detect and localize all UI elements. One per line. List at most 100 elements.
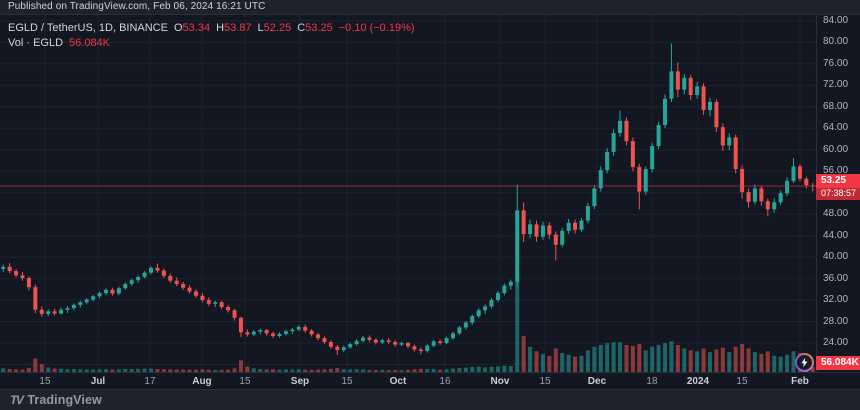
price-tick-label: 32.00 [823,294,849,306]
volume-bar [630,345,635,372]
volume-bar [695,351,700,372]
price-tick-label: 76.00 [823,57,849,69]
candle-body [733,137,738,170]
volume-bar [560,353,565,372]
volume-bar [271,369,276,372]
candle-body [605,151,610,171]
candle-body [84,299,89,303]
candle-body [624,120,629,142]
volume-bar [431,368,436,372]
volume-bar [193,369,198,372]
volume-bar [386,370,391,372]
candle-body [7,266,12,272]
candle-body [663,98,668,126]
volume-bar [425,369,430,372]
volume-bar [20,369,25,372]
time-tick-label: Dec [587,376,607,387]
volume-bar [611,342,616,372]
candle-body [232,310,237,318]
volume-bar [110,369,115,372]
candle-body [161,270,166,276]
volume-bar [303,369,308,372]
candle-body [52,311,57,314]
candle-body [656,125,661,146]
volume-bar [772,355,777,372]
tradingview-logo-icon[interactable]: TV [10,393,24,407]
volume-bar [650,346,655,372]
volume-bar [116,369,121,372]
candle-body [97,293,102,297]
volume-bar [759,353,764,372]
volume-bar [791,351,796,372]
volume-bar [566,354,571,372]
volume-bar [553,348,558,372]
candle-body [425,345,430,352]
symbol-title: EGLD / TetherUS, 1D, BINANCE [8,22,168,34]
candle-body [598,170,603,189]
time-tick-label: Aug [192,376,212,387]
volume-bar [367,369,372,372]
price-tick-label: 72.00 [823,79,849,91]
volume-bar [26,367,31,372]
candle-body [707,101,712,111]
volume-bar [643,350,648,372]
volume-bar [213,370,218,372]
candle-body [560,230,565,245]
volume-bar [123,369,128,372]
legend-symbol-row: EGLD / TetherUS, 1D, BINANCE O53.34 H53.… [8,21,415,36]
candle-body [238,317,243,333]
candle-body [206,300,211,304]
volume-bar [187,369,192,372]
volume-bar [341,369,346,372]
volume-bar [663,343,668,372]
volume-bar [238,360,243,372]
volume-bar [508,366,513,372]
time-tick-label: 16 [439,376,451,387]
volume-badge: 56.084K [816,356,860,370]
candle-body [797,166,802,179]
candle-body [33,287,38,310]
candle-body [386,340,391,342]
candle-body [759,188,764,202]
candle-body [78,302,83,305]
time-tick-label: 15 [39,376,51,387]
candle-body [39,309,44,315]
candle-body [354,340,359,345]
candle-body [585,206,590,221]
volume-bar [656,344,661,372]
last-price-badge: 53.25 07:38:57 [816,173,860,200]
candle-body [380,340,385,343]
legend-volume-row: Vol · EGLD 56.084K [8,36,415,51]
candle-body [123,283,128,289]
volume-value: 56.084K [69,37,111,49]
candle-body [14,271,19,276]
volume-bar [438,369,443,372]
last-price-value: 53.25 [816,173,860,188]
volume-bar [540,353,545,372]
volume-bar [502,365,507,372]
candle-body [701,86,706,111]
volume-bar [200,369,205,372]
volume-bar [637,344,642,372]
candle-body [193,291,198,296]
volume-bar [277,369,282,372]
volume-bar [155,369,160,372]
change-value: −0.10 (−0.19%) [338,22,415,34]
volume-bar [148,368,153,372]
tradingview-wordmark[interactable]: TradingView [27,393,102,407]
volume-bar [361,369,366,372]
volume-bar [322,369,327,372]
candle-body [515,210,520,282]
candle-body [245,332,250,335]
time-tick-label: 15 [341,376,353,387]
volume-bar [251,368,256,372]
instrument-logo-icon [795,353,814,372]
volume-bar [14,369,19,372]
volume-bar [412,369,417,372]
candle-body [682,77,687,90]
published-text: Published on TradingView.com, Feb 06, 20… [8,1,266,12]
candle-body [290,329,295,332]
candle-body [277,333,282,337]
candle-body [1,266,6,269]
volume-bar [714,349,719,372]
